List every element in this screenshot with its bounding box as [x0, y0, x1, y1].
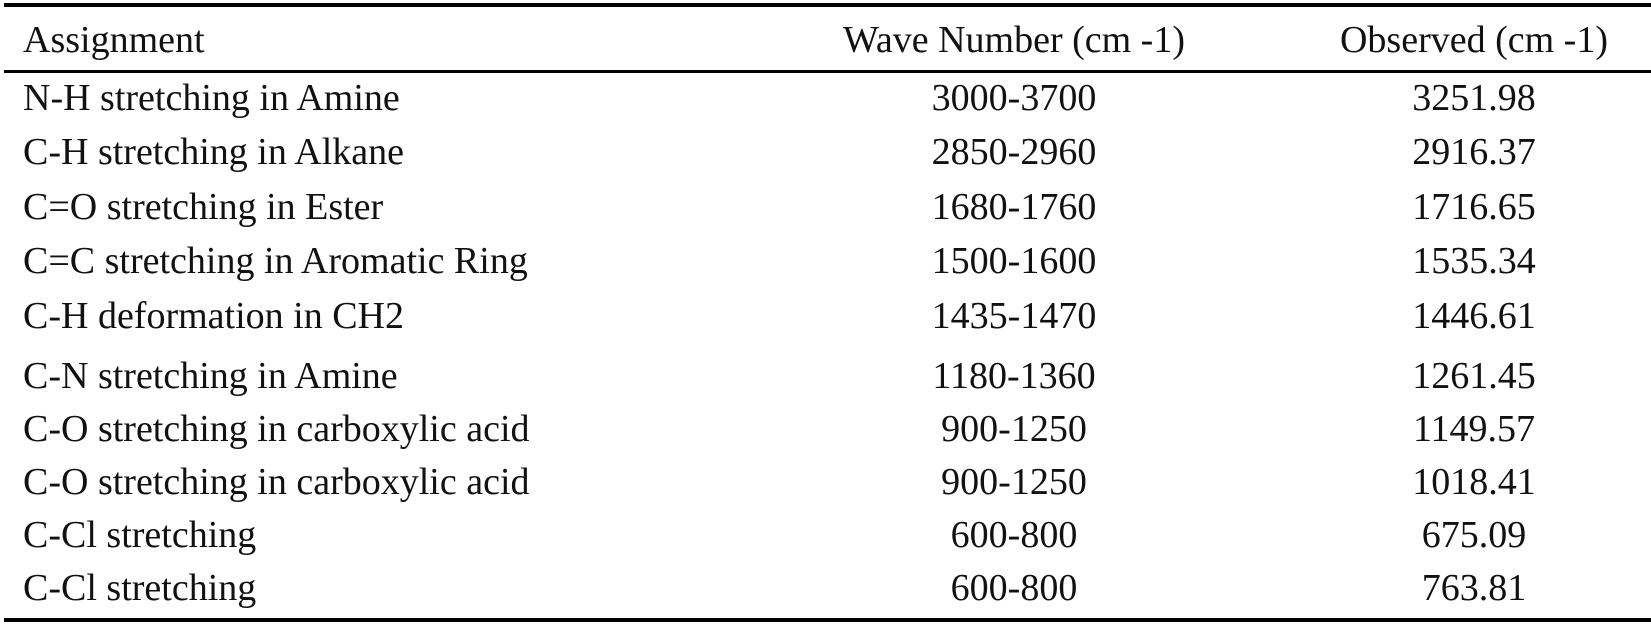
body-cell: 900-1250: [941, 408, 1087, 451]
body-cell: 1535.34: [1412, 240, 1536, 283]
body-cell: 2916.37: [1412, 131, 1536, 174]
top-rule: [4, 3, 1651, 7]
body-cell: 1716.65: [1412, 185, 1536, 228]
body-cell: 1149.57: [1412, 408, 1536, 451]
body-cell: C-O stretching in carboxylic acid: [23, 461, 530, 504]
header-cell: Assignment: [23, 19, 205, 61]
header-cell: Wave Number (cm -1): [843, 19, 1185, 61]
body-cell: C-H stretching in Alkane: [23, 131, 404, 174]
body-cell: 1180-1360: [932, 355, 1096, 397]
body-cell: 600-800: [950, 514, 1078, 557]
body-cell: 3000-3700: [931, 77, 1097, 119]
body-cell: 2850-2960: [931, 131, 1097, 174]
body-cell: C-H deformation in CH2: [23, 294, 405, 337]
body-cell: 1680-1760: [931, 185, 1097, 228]
body-cell: C-Cl stretching: [23, 514, 257, 557]
body-cell: C-O stretching in carboxylic acid: [23, 408, 530, 451]
header-cell: Observed (cm -1): [1339, 19, 1608, 61]
body-cell: 1018.41: [1412, 461, 1536, 504]
header-rule: [4, 70, 1651, 73]
body-cell: N-H stretching in Amine: [23, 77, 400, 119]
body-cell: 763.81: [1421, 567, 1527, 610]
body-cell: 1435-1470: [931, 294, 1097, 337]
bottom-rule: [4, 618, 1651, 622]
body-cell: 1261.45: [1412, 355, 1536, 397]
body-cell: 1446.61: [1412, 294, 1536, 337]
body-cell: 1500-1600: [931, 240, 1097, 283]
body-cell: C=O stretching in Ester: [23, 185, 384, 228]
body-cell: C=C stretching in Aromatic Ring: [23, 240, 528, 283]
body-cell: 675.09: [1421, 514, 1527, 557]
body-cell: C-Cl stretching: [23, 567, 257, 610]
body-cell: 600-800: [950, 567, 1078, 610]
body-cell: 3251.98: [1412, 77, 1536, 119]
body-cell: 900-1250: [941, 461, 1087, 504]
body-cell: C-N stretching in Amine: [23, 355, 398, 397]
